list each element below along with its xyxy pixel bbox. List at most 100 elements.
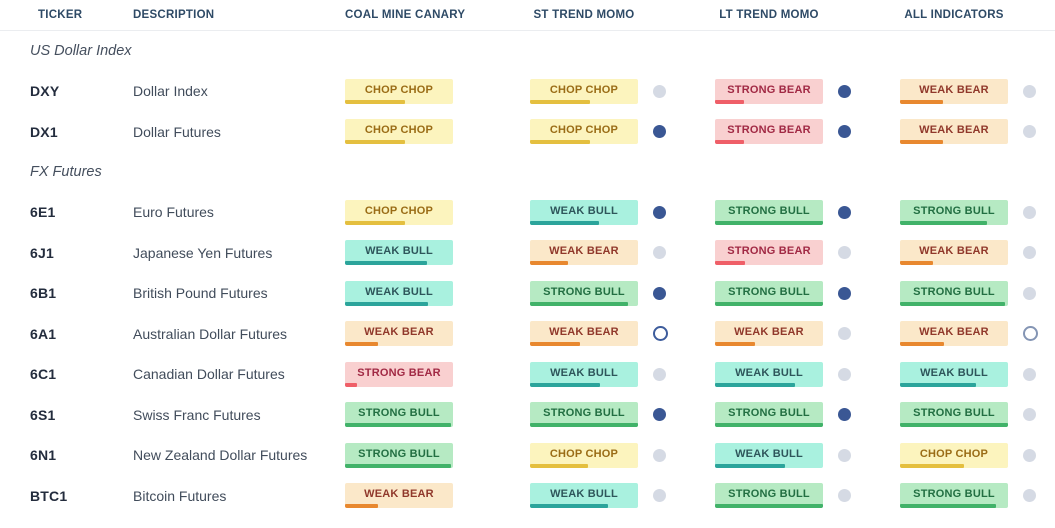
ticker-label: DX1 [30, 123, 58, 140]
indicator-strength-bar [900, 382, 976, 387]
indicator-badge[interactable]: WEAK BULL [345, 280, 453, 306]
table-row: BTC1 Bitcoin Futures WEAK BEAR WEAK BULL STR… [0, 476, 1055, 517]
indicator-badge[interactable]: STRONG BEAR [715, 240, 823, 266]
signal-dot [1023, 286, 1036, 300]
indicator-strength-bar [900, 99, 944, 104]
indicator-strength-bar [715, 301, 823, 306]
indicator-strength-bar [900, 220, 988, 225]
indicator-badge[interactable]: STRONG BULL [900, 199, 1008, 225]
indicator-strength-bar [900, 423, 1008, 428]
indicator-badge-label: WEAK BULL [550, 366, 618, 379]
indicator-badge[interactable]: CHOP CHOP [345, 78, 453, 104]
indicator-badge[interactable]: WEAK BEAR [900, 119, 1008, 145]
indicator-badge-label: WEAK BEAR [919, 83, 989, 96]
indicator-badge[interactable]: WEAK BEAR [530, 240, 638, 266]
indicator-badge[interactable]: WEAK BULL [530, 483, 638, 509]
indicator-badge[interactable]: STRONG BULL [715, 402, 823, 428]
indicator-strength-bar [715, 99, 745, 104]
indicator-badge[interactable]: STRONG BEAR [345, 361, 453, 387]
col-header-all-indicators: ALL INDICATORS [904, 9, 1004, 21]
indicator-badge[interactable]: STRONG BULL [345, 402, 453, 428]
indicator-badge[interactable]: WEAK BULL [715, 442, 823, 468]
lt-indicator-cell: WEAK BEAR [715, 321, 900, 347]
indicator-badge[interactable]: WEAK BULL [715, 361, 823, 387]
col-header-description: DESCRIPTION [133, 9, 215, 21]
indicator-strength-bar [715, 463, 786, 468]
signal-dot [838, 84, 851, 98]
indicator-strength-bar [715, 423, 823, 428]
description-label: British Pound Futures [133, 285, 268, 302]
indicator-badge[interactable]: WEAK BEAR [715, 321, 823, 347]
indicator-badge[interactable]: CHOP CHOP [345, 199, 453, 225]
indicator-badge[interactable]: STRONG BULL [715, 483, 823, 509]
signal-dot [1023, 326, 1038, 342]
coal-indicator-cell: STRONG BULL [345, 442, 530, 468]
indicator-badge-label: STRONG BULL [358, 407, 440, 420]
all-indicator-cell: WEAK BEAR [900, 321, 1055, 347]
indicator-badge-label: WEAK BEAR [919, 124, 989, 137]
lt-indicator-cell: STRONG BEAR [715, 119, 900, 145]
indicator-strength-bar [715, 504, 823, 509]
ticker-label: 6E1 [30, 204, 56, 221]
indicator-badge[interactable]: WEAK BULL [345, 240, 453, 266]
indicator-strength-bar [530, 463, 589, 468]
ticker-label: 6C1 [30, 366, 57, 383]
indicator-badge[interactable]: CHOP CHOP [530, 78, 638, 104]
st-indicator-cell: WEAK BULL [530, 361, 715, 387]
indicator-strength-bar [715, 342, 755, 347]
table-row: 6N1 New Zealand Dollar Futures STRONG BULL… [0, 435, 1055, 476]
indicator-badge[interactable]: CHOP CHOP [530, 119, 638, 145]
indicator-badge[interactable]: STRONG BULL [345, 442, 453, 468]
indicator-badge-label: STRONG BULL [358, 447, 440, 460]
table-row: DX1 Dollar Futures CHOP CHOP CHOP CHOP STRON… [0, 112, 1055, 153]
st-indicator-cell: CHOP CHOP [530, 442, 715, 468]
indicator-badge[interactable]: WEAK BEAR [900, 240, 1008, 266]
indicator-strength-bar [345, 504, 379, 509]
indicator-badge[interactable]: WEAK BULL [900, 361, 1008, 387]
indicator-strength-bar [345, 220, 406, 225]
indicator-badge[interactable]: STRONG BULL [530, 402, 638, 428]
indicator-strength-bar [345, 301, 429, 306]
indicator-badge[interactable]: CHOP CHOP [345, 119, 453, 145]
indicator-badge[interactable]: STRONG BULL [715, 280, 823, 306]
signal-dot [1023, 125, 1036, 139]
signal-dot [1023, 205, 1036, 219]
indicator-badge[interactable]: WEAK BULL [530, 199, 638, 225]
indicator-badge[interactable]: STRONG BEAR [715, 78, 823, 104]
indicator-strength-bar [530, 504, 608, 509]
description-label: Swiss Franc Futures [133, 406, 261, 423]
table-row: 6C1 Canadian Dollar Futures STRONG BEAR WEA… [0, 354, 1055, 395]
indicator-badge[interactable]: WEAK BULL [530, 361, 638, 387]
indicator-badge[interactable]: STRONG BULL [530, 280, 638, 306]
st-indicator-cell: STRONG BULL [530, 402, 715, 428]
indicator-badge-label: STRONG BULL [728, 204, 810, 217]
indicator-badge[interactable]: WEAK BEAR [900, 321, 1008, 347]
coal-indicator-cell: STRONG BEAR [345, 361, 530, 387]
indicator-badge[interactable]: CHOP CHOP [530, 442, 638, 468]
signal-dot [838, 286, 851, 300]
indicator-badge-label: CHOP CHOP [364, 124, 434, 137]
indicator-badge[interactable]: STRONG BULL [900, 483, 1008, 509]
coal-indicator-cell: CHOP CHOP [345, 78, 530, 104]
indicator-strength-bar [900, 463, 964, 468]
indicator-badge[interactable]: STRONG BULL [900, 280, 1008, 306]
indicator-badge-label: WEAK BEAR [734, 326, 804, 339]
col-header-st-trend-momo: ST TREND MOMO [533, 9, 635, 21]
lt-indicator-cell: STRONG BULL [715, 199, 900, 225]
indicator-badge[interactable]: WEAK BEAR [900, 78, 1008, 104]
indicator-badge[interactable]: STRONG BULL [715, 199, 823, 225]
indicator-badge[interactable]: WEAK BEAR [530, 321, 638, 347]
indicator-badge-label: STRONG BULL [728, 407, 810, 420]
ticker-label: 6J1 [30, 244, 54, 261]
indicator-badge-label: STRONG BULL [728, 285, 810, 298]
indicator-badge-label: STRONG BEAR [727, 245, 811, 258]
indicator-badge[interactable]: STRONG BULL [900, 402, 1008, 428]
indicator-badge[interactable]: WEAK BEAR [345, 321, 453, 347]
indicator-badge[interactable]: CHOP CHOP [900, 442, 1008, 468]
lt-indicator-cell: STRONG BEAR [715, 78, 900, 104]
table-body: US Dollar Index DXY Dollar Index CHOP CHOP C… [0, 31, 1055, 516]
indicator-badge[interactable]: STRONG BEAR [715, 119, 823, 145]
signal-dot [1023, 489, 1036, 503]
indicator-badge-label: WEAK BULL [550, 488, 618, 501]
indicator-badge[interactable]: WEAK BEAR [345, 483, 453, 509]
